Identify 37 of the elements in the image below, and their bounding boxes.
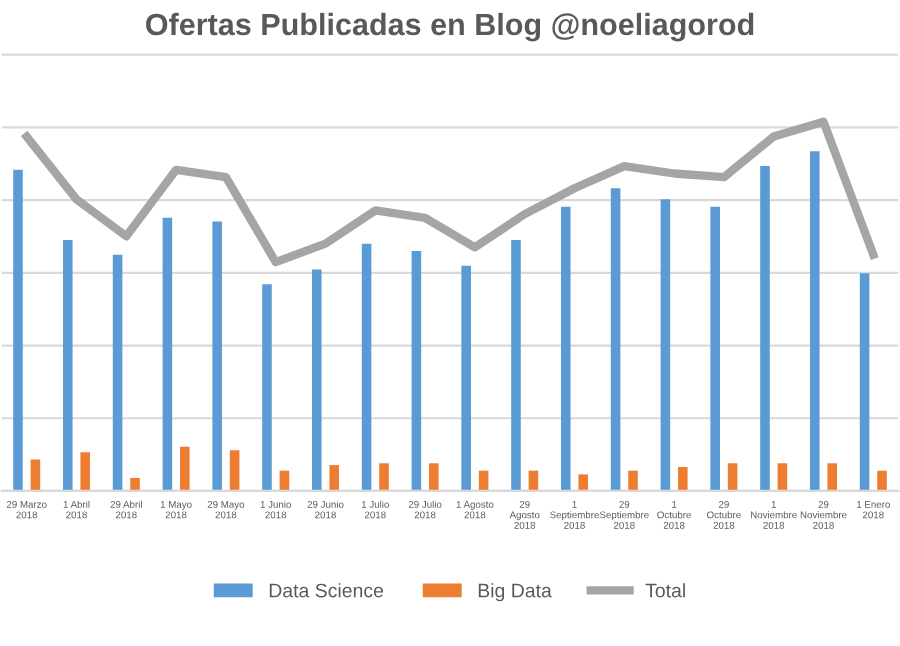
bar [710,206,720,491]
bar [180,446,190,491]
bar [511,239,521,491]
bar [628,470,638,491]
bar [379,463,389,491]
bar [461,265,471,491]
bar [329,465,340,491]
bar [560,206,571,491]
bar [62,239,73,491]
bar [13,169,23,491]
bar [727,463,738,491]
bar [130,478,140,491]
bar [859,273,870,491]
bar [429,463,439,491]
bar [80,452,91,491]
bar [660,199,671,491]
bar [361,243,372,491]
chart-title: Ofertas Publicadas en Blog @noeliagorod [146,12,754,42]
bar [212,221,222,491]
bar [578,474,589,491]
bar [809,151,820,491]
bar [610,188,621,491]
bar [311,269,322,491]
bar [162,217,173,491]
legend-label: Data Science [269,583,384,598]
bar [112,254,123,491]
legend-label: Total [645,583,685,598]
bar [777,463,788,491]
bar [411,251,422,491]
bar [262,284,272,491]
bar [30,459,41,491]
bar [827,463,838,491]
legend-label: Big Data [478,583,552,602]
bar [760,166,770,491]
bar [877,470,887,491]
bar [229,450,240,491]
bar [678,466,688,491]
